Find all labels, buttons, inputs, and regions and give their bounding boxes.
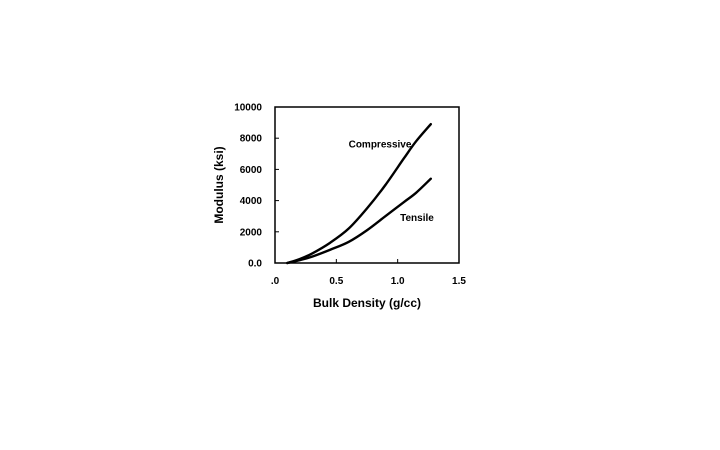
series-line-compressive — [286, 122, 432, 265]
annotation-layer: Compressive Tensile — [349, 140, 435, 224]
x-tick-label: 1.5 — [452, 276, 466, 287]
x-tick-label: 0.5 — [329, 276, 343, 287]
x-axis-title: Bulk Density (g/cc) — [313, 296, 421, 310]
series-line-tensile — [286, 177, 432, 265]
y-tick-label: 0.0 — [248, 259, 262, 270]
series-label-compressive: Compressive — [349, 140, 412, 151]
x-axis-ticks: .0 0.5 1.0 1.5 — [271, 259, 466, 287]
x-tick-label: 1.0 — [391, 276, 405, 287]
y-axis-title: Modulus (ksi) — [212, 146, 226, 223]
y-axis-ticks: 0.0 2000 4000 6000 8000 10000 — [234, 103, 279, 270]
y-tick-label: 6000 — [240, 165, 263, 176]
plot-frame — [274, 106, 460, 264]
plot-area — [274, 106, 460, 264]
y-tick-label: 4000 — [240, 196, 263, 207]
series-layer — [286, 122, 432, 265]
y-tick-label: 8000 — [240, 134, 263, 145]
y-tick-label: 10000 — [234, 103, 262, 114]
x-tick-label: .0 — [271, 276, 280, 287]
y-tick-label: 2000 — [240, 227, 263, 238]
series-label-tensile: Tensile — [400, 213, 434, 224]
